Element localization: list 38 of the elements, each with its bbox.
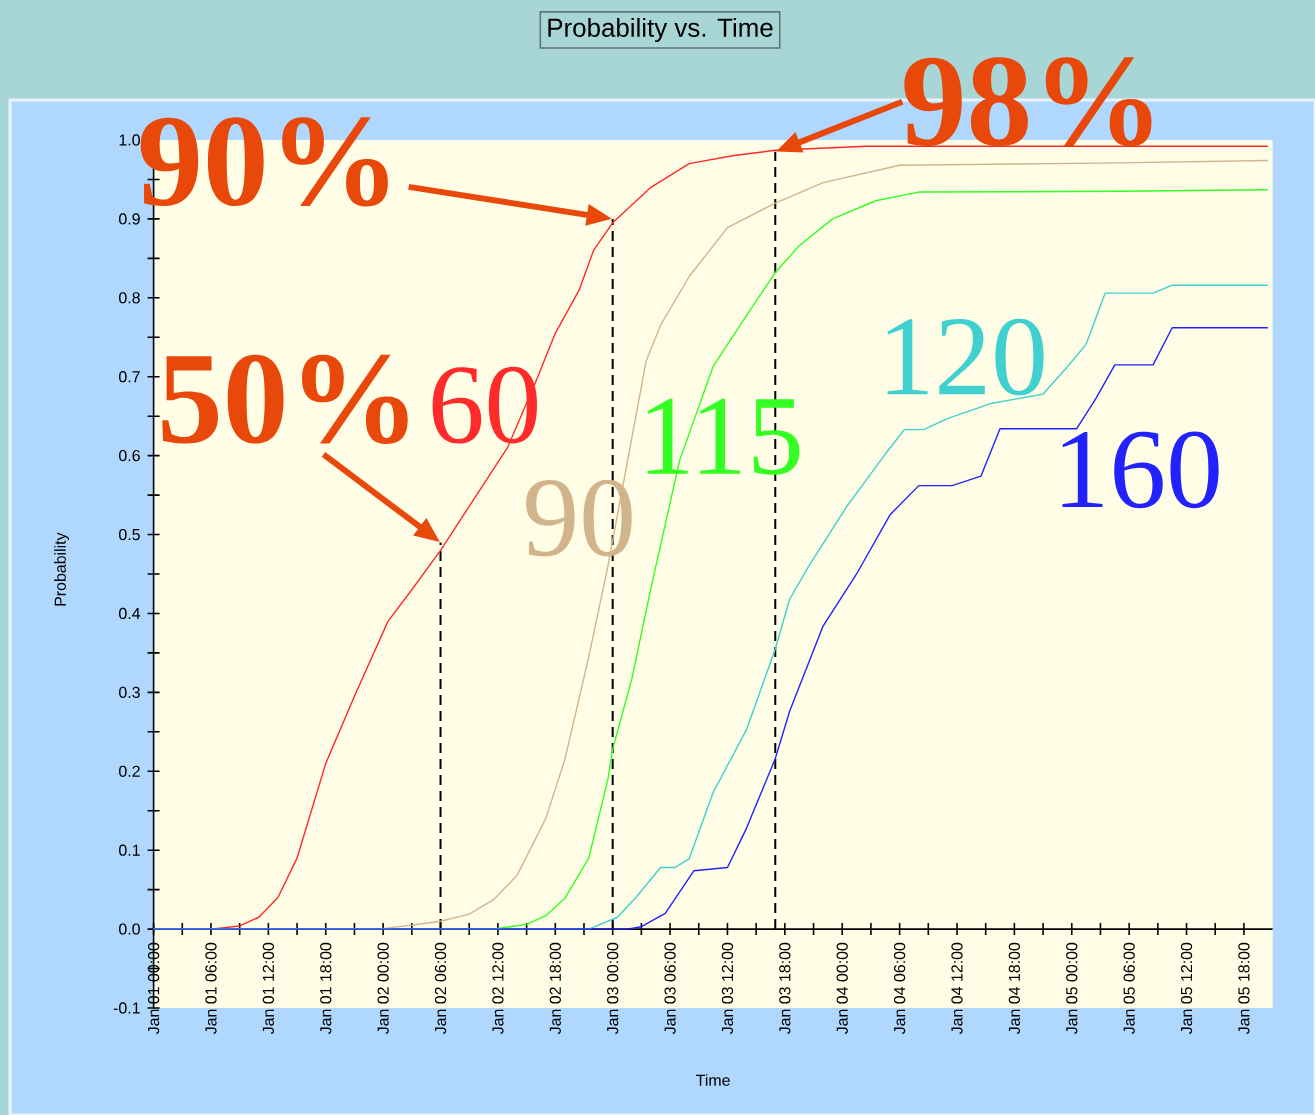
x-axis-title: Time — [696, 1074, 730, 1086]
y-axis-title: Probability — [54, 532, 70, 606]
x-tick-label: Jan 05 18:00 — [1238, 942, 1250, 1035]
chart-title: Probability vs. Time — [548, 17, 773, 43]
y-tick-label: 0.3 — [119, 686, 140, 698]
y-tick-label: 0.2 — [119, 765, 140, 777]
x-tick-label: Jan 05 00:00 — [1066, 942, 1078, 1035]
series-label: 160 — [1062, 431, 1219, 509]
y-tick-label: 0.6 — [119, 449, 140, 462]
annotation: 98% — [904, 57, 1152, 147]
y-tick-label: 1.0 — [119, 134, 140, 146]
x-tick-label: Jan 04 06:00 — [893, 942, 906, 1035]
series-label: 120 — [887, 318, 1044, 396]
annotation: 50% — [162, 354, 408, 445]
x-tick-label: Jan 04 18:00 — [1008, 942, 1021, 1035]
x-tick-label: Jan 05 06:00 — [1123, 942, 1135, 1035]
y-tick-label: -0.1 — [113, 1002, 140, 1014]
x-tick-label: Jan 04 12:00 — [951, 942, 963, 1035]
x-tick-label: Jan 03 18:00 — [779, 942, 791, 1035]
x-tick-label: Jan 04 00:00 — [836, 942, 848, 1035]
x-tick-label: Jan 02 00:00 — [377, 942, 389, 1035]
x-tick-label: Jan 01 18:00 — [320, 942, 332, 1035]
x-tick-label: Jan 05 12:00 — [1180, 942, 1193, 1035]
x-tick-label: Jan 03 06:00 — [664, 942, 676, 1035]
y-tick-label: 0.0 — [119, 923, 140, 935]
y-tick-label: 0.7 — [119, 371, 140, 383]
x-tick-label: Jan 03 00:00 — [607, 942, 619, 1035]
x-tick-label: Jan 01 12:00 — [262, 942, 275, 1035]
y-tick-label: 0.8 — [119, 292, 140, 304]
y-tick-label: 0.4 — [119, 607, 141, 620]
y-tick-label: 0.5 — [119, 528, 140, 541]
x-tick-label: Jan 03 12:00 — [721, 942, 734, 1035]
y-tick-label: 0.1 — [119, 844, 140, 856]
x-tick-label: Jan 02 12:00 — [492, 942, 504, 1035]
x-tick-label: Jan 02 18:00 — [549, 942, 561, 1035]
x-tick-label: Jan 01 06:00 — [205, 942, 217, 1035]
x-tick-label: Jan 02 06:00 — [434, 942, 447, 1035]
y-tick-label: 0.9 — [119, 213, 140, 225]
